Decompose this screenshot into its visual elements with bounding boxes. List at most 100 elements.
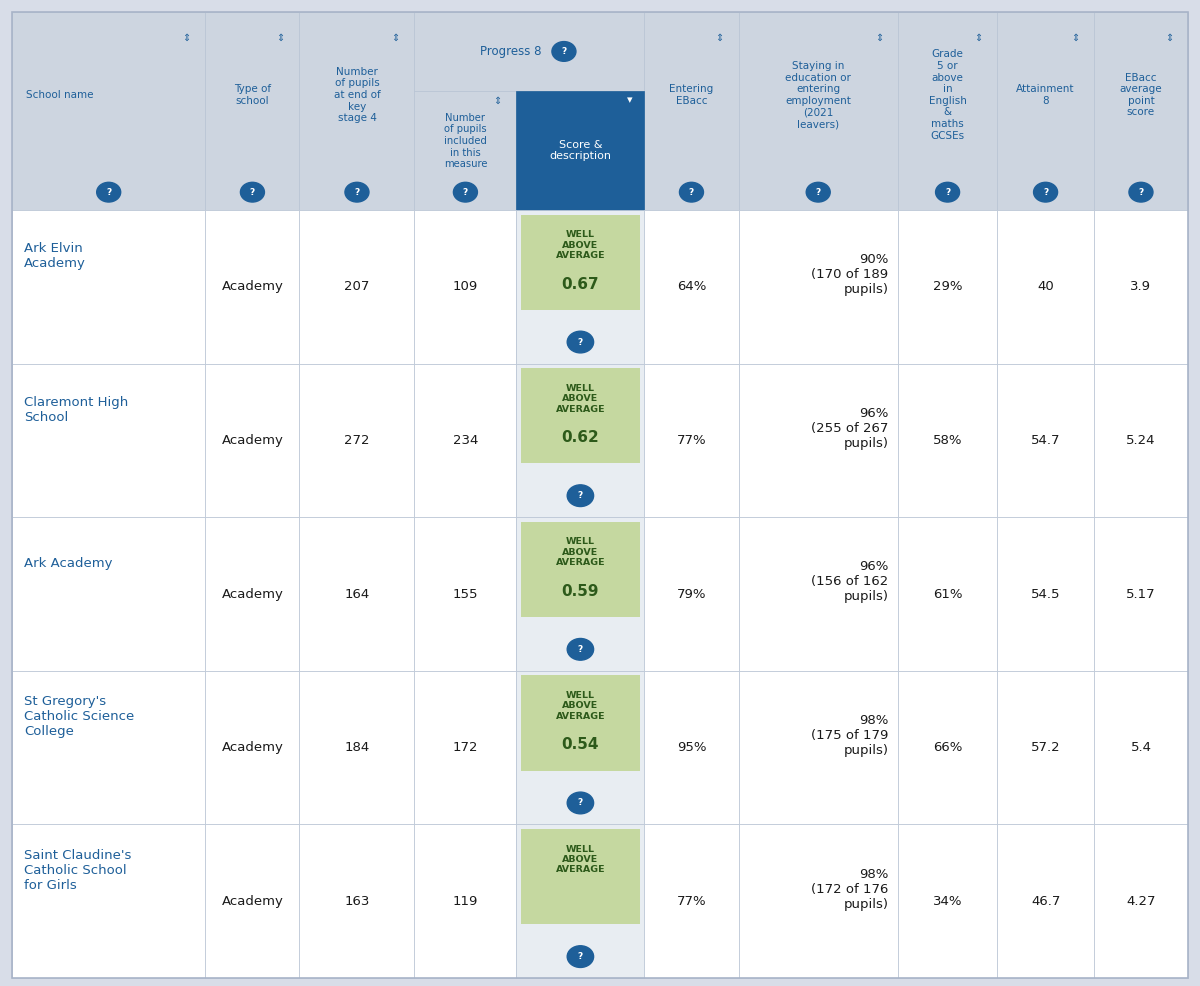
Text: Ark Academy: Ark Academy: [24, 557, 113, 570]
Text: 66%: 66%: [932, 741, 962, 754]
Text: 40: 40: [1037, 280, 1054, 293]
Bar: [414, 364, 516, 518]
Text: Attainment
8: Attainment 8: [1016, 84, 1075, 106]
Circle shape: [568, 485, 594, 507]
Text: ?: ?: [250, 187, 256, 196]
Bar: [300, 12, 414, 210]
Text: 77%: 77%: [677, 894, 707, 908]
Text: 109: 109: [452, 280, 478, 293]
Text: ⇕: ⇕: [715, 33, 724, 42]
Bar: [12, 364, 205, 518]
Text: 172: 172: [452, 741, 478, 754]
Text: ?: ?: [1139, 187, 1144, 196]
Bar: [516, 824, 644, 978]
Text: ⇕: ⇕: [1165, 33, 1172, 42]
Text: ?: ?: [577, 645, 583, 654]
Text: Score &
description: Score & description: [550, 140, 612, 162]
Text: ?: ?: [577, 952, 583, 961]
Circle shape: [568, 946, 594, 967]
Bar: [205, 670, 300, 824]
Text: Number
of pupils
included
in this
measure: Number of pupils included in this measur…: [444, 112, 487, 170]
Text: WELL
ABOVE
AVERAGE: WELL ABOVE AVERAGE: [556, 384, 605, 413]
Bar: [414, 210, 516, 364]
Text: 34%: 34%: [932, 894, 962, 908]
Text: Academy: Academy: [222, 741, 283, 754]
Bar: [300, 670, 414, 824]
Bar: [644, 824, 738, 978]
Text: ⇕: ⇕: [276, 33, 284, 42]
Text: 0.59: 0.59: [562, 584, 599, 599]
Text: Saint Claudine's
Catholic School
for Girls: Saint Claudine's Catholic School for Gir…: [24, 849, 131, 892]
Text: ⇕: ⇕: [182, 33, 191, 42]
Bar: [1094, 364, 1188, 518]
Text: ⇕: ⇕: [493, 96, 502, 106]
Text: 90%
(170 of 189
pupils): 90% (170 of 189 pupils): [811, 253, 888, 296]
Text: ⇕: ⇕: [1070, 33, 1079, 42]
Text: 46.7: 46.7: [1031, 894, 1061, 908]
Text: 234: 234: [452, 434, 478, 447]
Text: 0.62: 0.62: [562, 430, 599, 446]
Text: Academy: Academy: [222, 280, 283, 293]
Bar: [516, 210, 644, 364]
Text: 4.27: 4.27: [1127, 894, 1156, 908]
Text: 272: 272: [344, 434, 370, 447]
Bar: [205, 12, 300, 210]
Bar: [997, 518, 1094, 670]
Bar: [205, 364, 300, 518]
Bar: [644, 518, 738, 670]
Circle shape: [1033, 182, 1057, 202]
Bar: [898, 824, 997, 978]
Text: 207: 207: [344, 280, 370, 293]
Text: 98%
(175 of 179
pupils): 98% (175 of 179 pupils): [811, 714, 888, 757]
Text: Academy: Academy: [222, 894, 283, 908]
Bar: [12, 670, 205, 824]
Text: ⇕: ⇕: [974, 33, 982, 42]
Text: 98%
(172 of 176
pupils): 98% (172 of 176 pupils): [811, 868, 888, 910]
Text: 3.9: 3.9: [1130, 280, 1152, 293]
Text: Entering
EBacc: Entering EBacc: [670, 84, 714, 106]
Bar: [1094, 670, 1188, 824]
Text: 96%
(156 of 162
pupils): 96% (156 of 162 pupils): [811, 560, 888, 603]
Text: Ark Elvin
Academy: Ark Elvin Academy: [24, 242, 86, 270]
Bar: [205, 824, 300, 978]
Text: 163: 163: [344, 894, 370, 908]
Bar: [516, 91, 644, 210]
Bar: [521, 675, 640, 771]
Text: 5.17: 5.17: [1126, 588, 1156, 600]
Bar: [644, 210, 738, 364]
Text: ?: ?: [577, 799, 583, 808]
Text: Claremont High
School: Claremont High School: [24, 395, 128, 424]
Text: St Gregory's
Catholic Science
College: St Gregory's Catholic Science College: [24, 695, 134, 739]
Circle shape: [568, 331, 594, 353]
Text: ?: ?: [577, 337, 583, 346]
Bar: [516, 364, 644, 518]
Text: 96%
(255 of 267
pupils): 96% (255 of 267 pupils): [811, 406, 888, 450]
Text: 0.67: 0.67: [562, 276, 599, 292]
Circle shape: [454, 182, 478, 202]
Circle shape: [1129, 182, 1153, 202]
Bar: [521, 368, 640, 463]
Text: 119: 119: [452, 894, 478, 908]
Text: 54.5: 54.5: [1031, 588, 1061, 600]
Text: Academy: Academy: [222, 588, 283, 600]
Text: ⇕: ⇕: [875, 33, 883, 42]
Bar: [1094, 12, 1188, 210]
Bar: [414, 824, 516, 978]
Bar: [300, 518, 414, 670]
Bar: [12, 12, 205, 210]
Bar: [414, 670, 516, 824]
Bar: [898, 12, 997, 210]
Bar: [12, 824, 205, 978]
Bar: [300, 824, 414, 978]
Bar: [521, 215, 640, 310]
Bar: [738, 364, 898, 518]
Text: EBacc
average
point
score: EBacc average point score: [1120, 73, 1163, 117]
Bar: [738, 670, 898, 824]
Circle shape: [97, 182, 121, 202]
Text: ?: ?: [816, 187, 821, 196]
Text: 5.24: 5.24: [1127, 434, 1156, 447]
Bar: [898, 518, 997, 670]
Bar: [997, 364, 1094, 518]
Bar: [521, 829, 640, 924]
Text: 54.7: 54.7: [1031, 434, 1061, 447]
